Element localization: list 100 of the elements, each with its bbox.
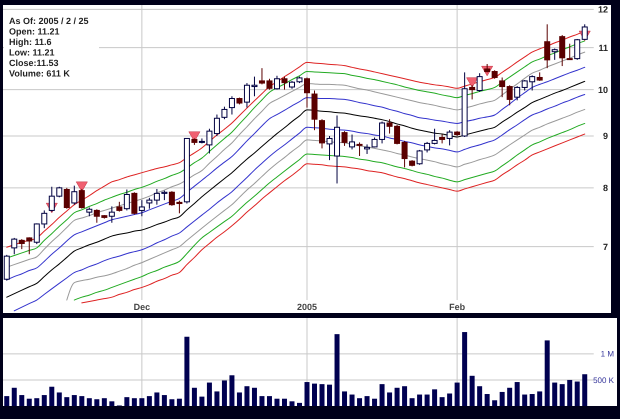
candlestick [469, 84, 476, 100]
bar [289, 401, 294, 406]
x-tick-label: Feb [449, 302, 466, 312]
annotation: Volume: 611 K [9, 68, 70, 78]
candlestick [138, 200, 145, 217]
bar [222, 380, 227, 406]
bar [282, 398, 287, 406]
candlestick [319, 118, 326, 149]
bar [462, 332, 468, 406]
bar [214, 391, 220, 406]
candlestick [281, 76, 288, 90]
bar [574, 382, 580, 406]
bar [139, 398, 144, 406]
bar [424, 394, 430, 406]
bar [86, 398, 92, 406]
bar [229, 375, 234, 406]
bar [132, 398, 137, 406]
bar [259, 396, 264, 406]
bar [394, 388, 400, 406]
candlestick [356, 142, 363, 157]
y-tick-label: 1 M [600, 350, 614, 359]
bar [477, 386, 482, 406]
bar [266, 396, 272, 406]
bar [417, 394, 422, 406]
bar [274, 398, 280, 406]
point [76, 182, 88, 192]
bar [34, 398, 40, 406]
point [466, 77, 478, 88]
candlestick [71, 185, 78, 206]
bar [312, 384, 318, 406]
bar [537, 391, 542, 406]
bar [507, 388, 512, 406]
candlestick [476, 72, 483, 92]
bar [154, 392, 160, 406]
bar [530, 394, 535, 406]
bar [567, 380, 572, 406]
candlestick [446, 130, 453, 146]
candlestick [228, 96, 235, 116]
candlestick [116, 201, 122, 212]
bar [176, 398, 182, 406]
annotation: As Of: 2005 / 2 / 25 [9, 16, 89, 26]
bar [454, 382, 460, 406]
y-tick-label: 7 [602, 242, 608, 252]
bar [357, 398, 362, 406]
bar [380, 384, 385, 406]
bar [544, 340, 550, 406]
bar [514, 382, 520, 406]
bar [184, 336, 190, 406]
bar [252, 388, 257, 406]
bar [560, 384, 565, 406]
candlestick [108, 206, 115, 224]
bar [447, 394, 452, 406]
y-tick-label: 10 [598, 84, 608, 95]
bar [296, 402, 302, 406]
bar [342, 391, 348, 406]
bar [500, 392, 505, 406]
bar [327, 384, 332, 406]
candlestick [544, 24, 550, 69]
bar [522, 394, 528, 406]
y-tick-label: 8 [602, 182, 608, 193]
y-tick-label: 11 [598, 42, 608, 53]
bar [102, 398, 107, 406]
candlestick [124, 188, 130, 211]
bar [79, 396, 84, 406]
bar [320, 384, 325, 406]
candlestick [342, 130, 348, 146]
bar [410, 398, 415, 406]
bar [244, 386, 250, 406]
bar [124, 397, 130, 406]
bar [350, 394, 355, 406]
bar [492, 400, 498, 406]
bar [12, 388, 17, 406]
bar [4, 396, 10, 406]
candlestick [78, 188, 85, 210]
bar [169, 399, 174, 406]
x-tick-label: 2005 [296, 302, 318, 312]
bar [364, 396, 370, 406]
bar [19, 395, 24, 406]
bar [199, 396, 204, 406]
bar [304, 382, 310, 406]
bar [192, 388, 197, 406]
y-tick-label: 9 [602, 131, 608, 142]
bar [109, 401, 114, 406]
bar [42, 395, 47, 406]
candlestick [221, 106, 228, 120]
candlestick [304, 76, 310, 108]
bar [72, 395, 77, 406]
y-tick-label: 12 [598, 4, 608, 15]
bar [387, 392, 392, 406]
bar [470, 376, 475, 406]
candlestick [64, 187, 70, 210]
bar [94, 399, 100, 406]
x-tick-label: Dec [134, 302, 150, 312]
bar [372, 398, 378, 406]
bar [26, 398, 32, 406]
annotation: Close:11.53 [9, 58, 59, 68]
bar [552, 382, 558, 406]
candlestick [11, 237, 18, 255]
bar [334, 334, 340, 406]
bar [56, 392, 62, 406]
